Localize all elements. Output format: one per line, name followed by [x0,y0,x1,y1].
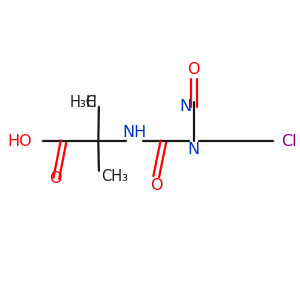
Text: N: N [188,142,200,157]
Text: Cl: Cl [281,134,296,148]
Text: H₃C: H₃C [70,95,97,110]
Text: O: O [150,178,163,193]
Text: H: H [86,95,97,110]
Text: O: O [49,171,61,186]
Text: N: N [179,99,191,114]
Text: HO: HO [7,134,32,148]
Text: O: O [188,62,200,77]
Text: NH: NH [122,125,147,140]
Text: CH₃: CH₃ [101,169,128,184]
